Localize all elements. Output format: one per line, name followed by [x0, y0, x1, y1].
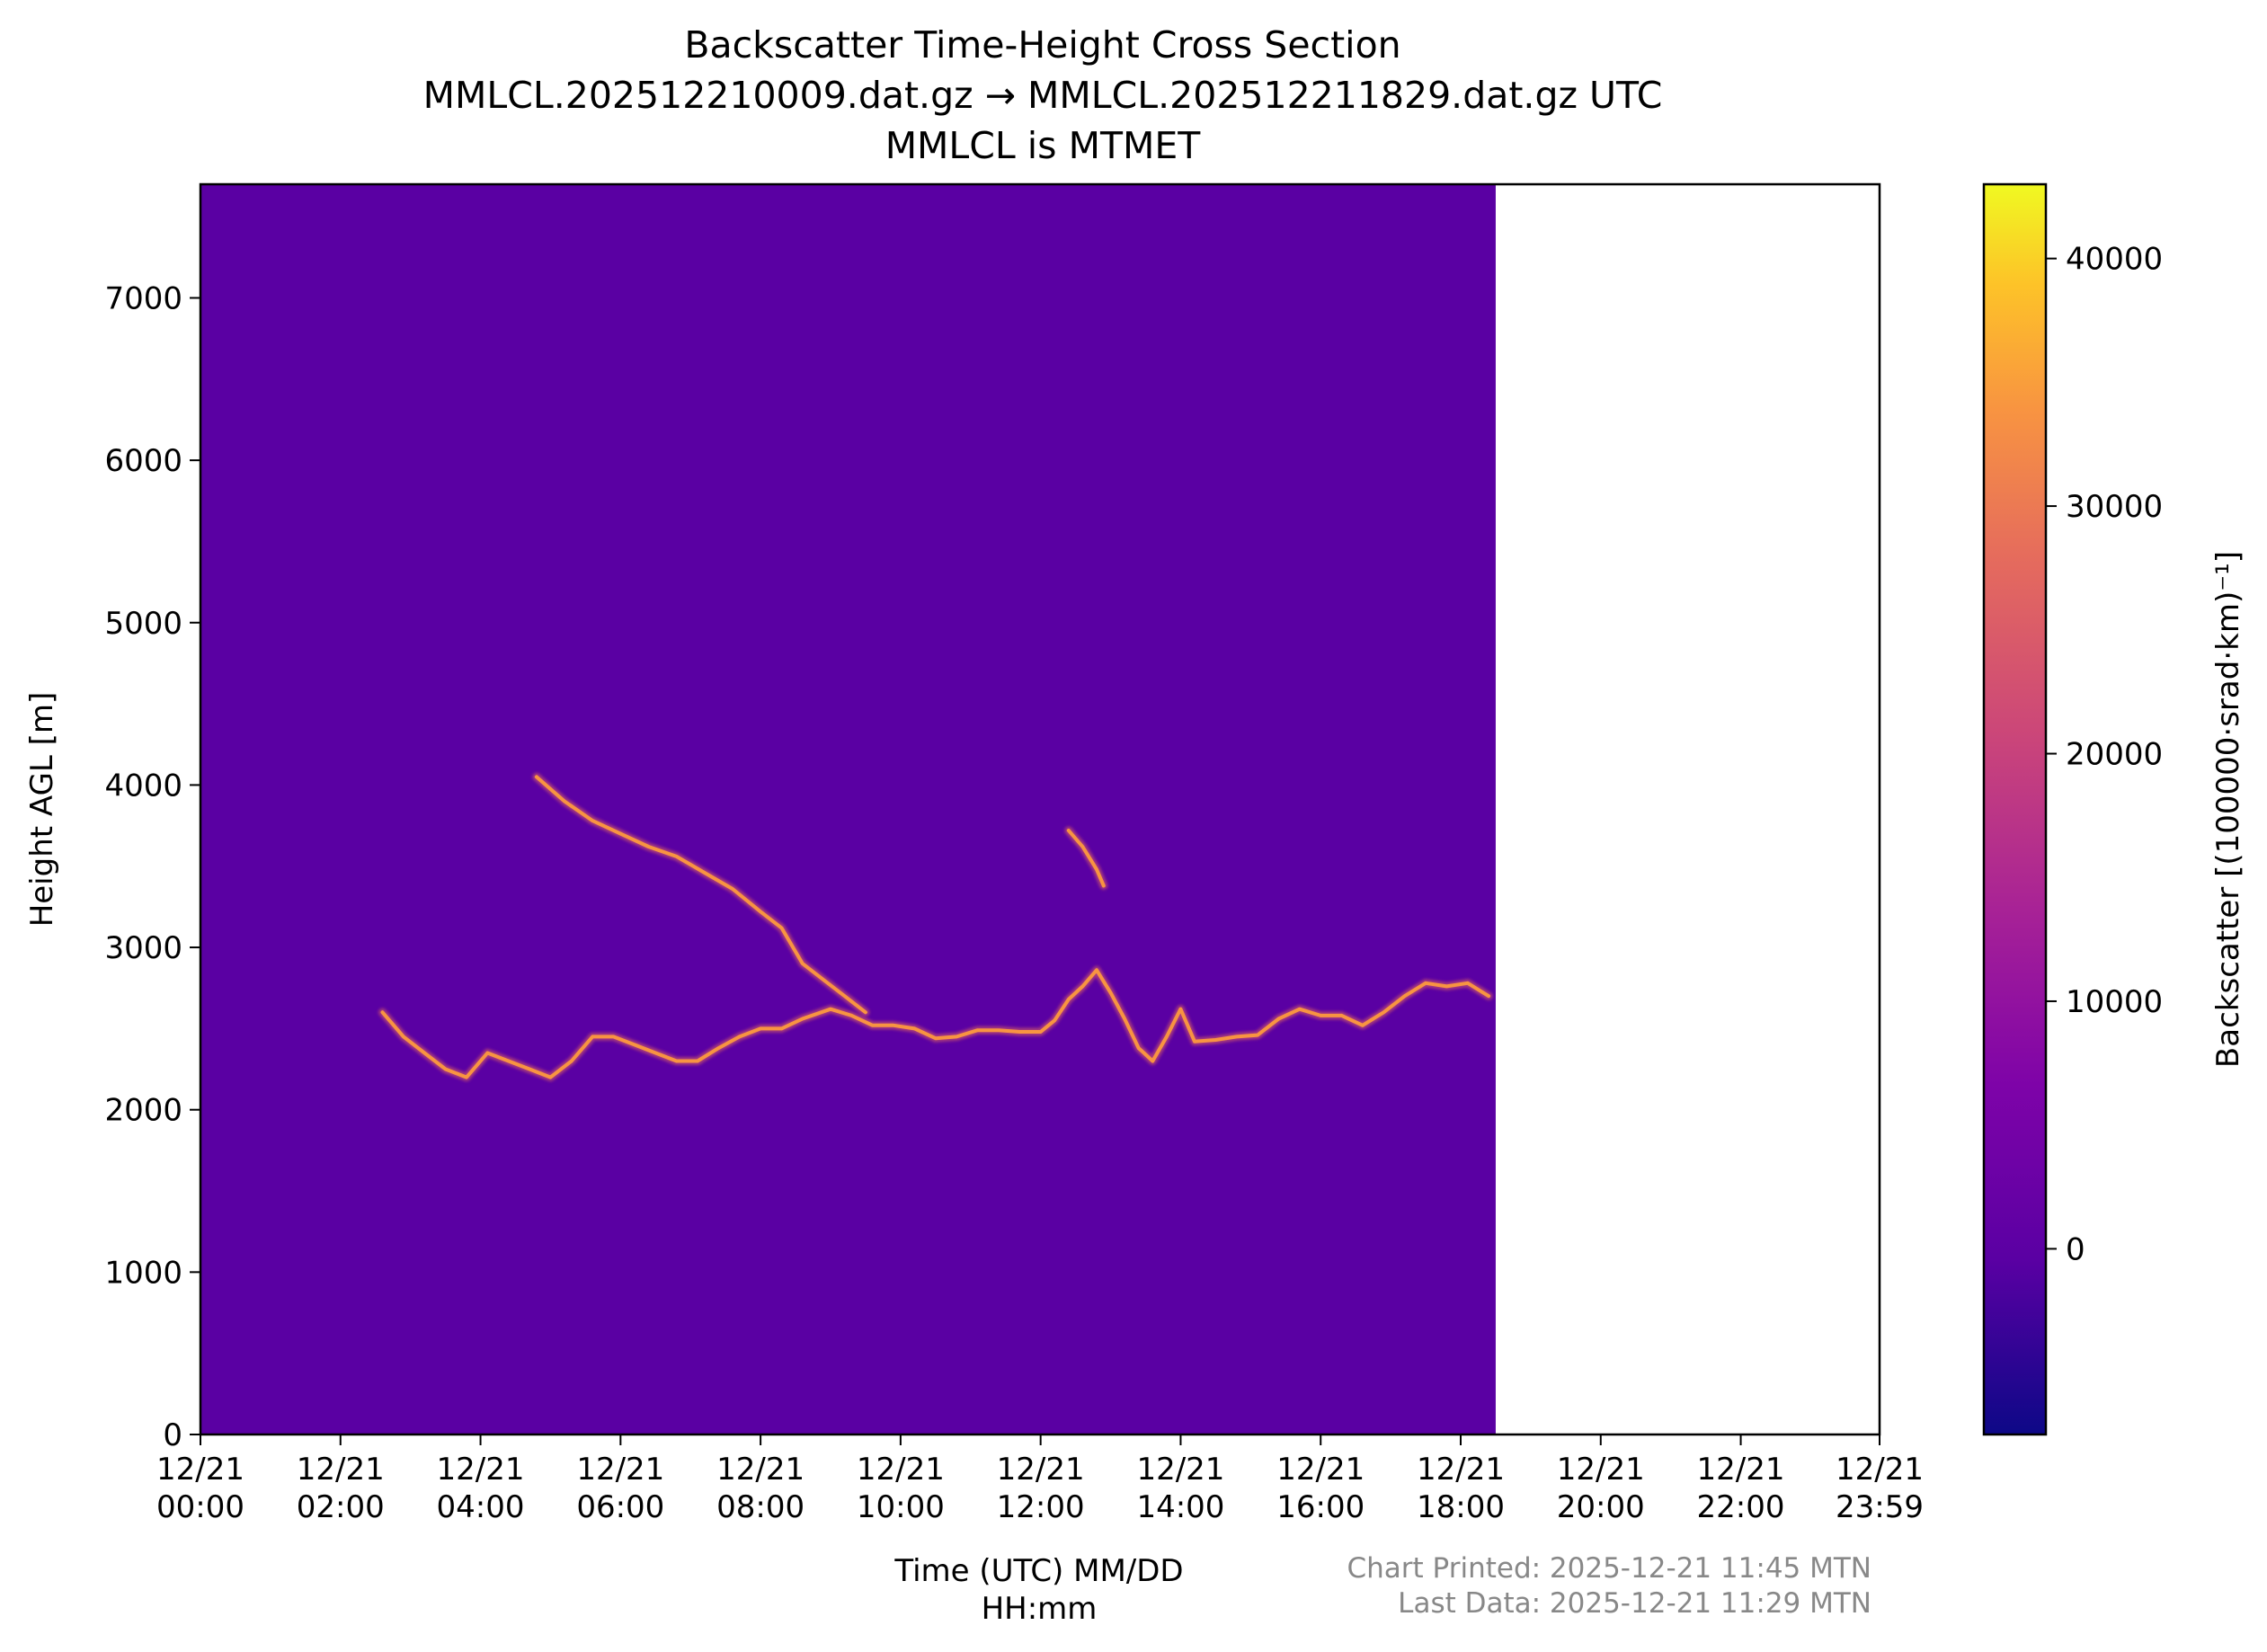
x-tick-label-time: 04:00 [437, 1489, 525, 1525]
x-tick-label-date: 12/21 [576, 1452, 664, 1488]
x-tick-label-date: 12/21 [997, 1452, 1085, 1488]
y-tick-label: 7000 [104, 280, 182, 316]
y-axis-label: Height AGL [m] [24, 692, 60, 928]
title-line-1: Backscatter Time-Height Cross Section [684, 23, 1401, 67]
last-data-timestamp: Last Data: 2025-12-21 11:29 MTN [1398, 1587, 1871, 1620]
title-line-3: MMLCL is MTMET [885, 124, 1201, 167]
x-tick-label-time: 12:00 [997, 1489, 1085, 1525]
x-axis-label-line-2: HH:mm [981, 1591, 1098, 1627]
x-tick-label-date: 12/21 [1136, 1452, 1224, 1488]
x-tick-label-date: 12/21 [1697, 1452, 1785, 1488]
y-tick-label: 0 [163, 1417, 182, 1453]
colorbar-label: Backscatter [(100000·srad·km)⁻¹] [2210, 551, 2246, 1068]
x-axis: 12/2100:0012/2102:0012/2104:0012/2106:00… [156, 1434, 1924, 1525]
heatmap-area [200, 184, 1496, 1434]
x-tick-label-time: 08:00 [716, 1489, 805, 1525]
x-tick-label-time: 00:00 [156, 1489, 244, 1525]
x-tick-label-time: 20:00 [1557, 1489, 1645, 1525]
cloud-layer-1 [534, 775, 867, 1015]
y-tick-label: 5000 [104, 606, 182, 642]
y-tick-label: 2000 [104, 1093, 182, 1129]
printed-timestamp: Chart Printed: 2025-12-21 11:45 MTN [1347, 1552, 1871, 1585]
y-tick-label: 4000 [104, 768, 182, 804]
x-tick-label-time: 16:00 [1276, 1489, 1365, 1525]
chart-title: Backscatter Time-Height Cross Section MM… [0, 20, 2085, 171]
colorbar: 0 10000 20000 30000 40000 [1982, 182, 2163, 1436]
heatmap-signal-region [200, 184, 1496, 1434]
colorbar-tick-label: 30000 [2066, 489, 2163, 525]
x-tick-label-time: 18:00 [1417, 1489, 1505, 1525]
x-tick-label-date: 12/21 [1557, 1452, 1645, 1488]
x-tick-label-date: 12/21 [716, 1452, 805, 1488]
colorbar-tick-label: 10000 [2066, 984, 2163, 1020]
y-tick-label: 1000 [104, 1255, 182, 1291]
title-line-2: MMLCL.202512210009.dat.gz → MMLCL.202512… [422, 74, 1663, 117]
y-tick-label: 6000 [104, 443, 182, 479]
x-tick-label-time: 02:00 [297, 1489, 385, 1525]
cloud-layers [378, 772, 1493, 1082]
x-axis-label-line-1: Time (UTC) MM/DD [894, 1553, 1184, 1589]
x-tick-label-date: 12/21 [437, 1452, 525, 1488]
chart-footer: Chart Printed: 2025-12-21 11:45 MTN Last… [1347, 1551, 1871, 1621]
x-tick-label-date: 12/21 [1836, 1452, 1924, 1488]
x-tick-label-time: 22:00 [1697, 1489, 1785, 1525]
colorbar-gradient [1982, 182, 2048, 1436]
x-tick-label-date: 12/21 [857, 1452, 945, 1488]
x-tick-label-date: 12/21 [1276, 1452, 1365, 1488]
x-tick-label-date: 12/21 [1417, 1452, 1505, 1488]
colorbar-tick-label: 40000 [2066, 242, 2163, 278]
x-tick-label-date: 12/21 [297, 1452, 385, 1488]
cloud-layer-0 [380, 968, 1491, 1079]
y-tick-label: 3000 [104, 930, 182, 966]
x-tick-label-time: 06:00 [576, 1489, 664, 1525]
x-tick-label-time: 14:00 [1136, 1489, 1224, 1525]
x-tick-label-date: 12/21 [156, 1452, 244, 1488]
x-tick-label-time: 23:59 [1836, 1489, 1924, 1525]
x-tick-label-time: 10:00 [857, 1489, 945, 1525]
y-axis: 0 1000 2000 3000 4000 5000 6000 7000 [104, 280, 200, 1453]
colorbar-tick-label: 0 [2066, 1231, 2085, 1267]
cloud-layer-2 [1066, 829, 1106, 888]
colorbar-tick-label: 20000 [2066, 737, 2163, 773]
